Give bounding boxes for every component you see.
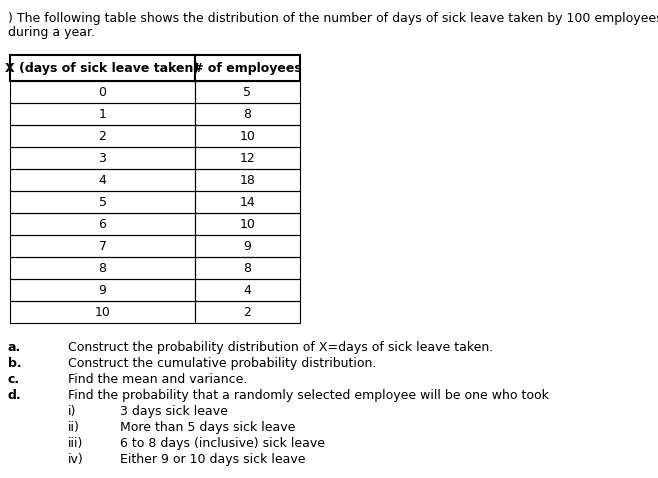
- Text: Either 9 or 10 days sick leave: Either 9 or 10 days sick leave: [120, 453, 305, 466]
- Text: 4: 4: [99, 174, 107, 186]
- Text: iii): iii): [68, 437, 84, 450]
- Text: Construct the probability distribution of X=days of sick leave taken.: Construct the probability distribution o…: [68, 341, 494, 354]
- Text: 10: 10: [95, 305, 111, 318]
- Text: 9: 9: [243, 239, 251, 252]
- Bar: [195, 191, 300, 213]
- Text: 2: 2: [243, 305, 251, 318]
- Text: 5: 5: [243, 86, 251, 98]
- Text: 3 days sick leave: 3 days sick leave: [120, 405, 228, 418]
- Bar: [195, 147, 300, 169]
- Text: 7: 7: [99, 239, 107, 252]
- Text: Find the probability that a randomly selected employee will be one who took: Find the probability that a randomly sel…: [68, 389, 549, 402]
- Text: i): i): [68, 405, 76, 418]
- Text: 14: 14: [240, 196, 255, 208]
- Text: d.: d.: [8, 389, 22, 402]
- Text: 5: 5: [99, 196, 107, 208]
- Text: 8: 8: [243, 108, 251, 120]
- Text: 8: 8: [243, 261, 251, 274]
- Text: b.: b.: [8, 357, 22, 370]
- Bar: [10, 191, 195, 213]
- Text: 10: 10: [240, 130, 255, 142]
- Bar: [10, 169, 195, 191]
- Text: 12: 12: [240, 152, 255, 164]
- Bar: [10, 257, 195, 279]
- Text: 8: 8: [99, 261, 107, 274]
- Text: 0: 0: [99, 86, 107, 98]
- Bar: [195, 235, 300, 257]
- Bar: [195, 213, 300, 235]
- Bar: [10, 279, 195, 301]
- Text: 18: 18: [240, 174, 255, 186]
- Bar: [195, 55, 300, 81]
- Bar: [10, 235, 195, 257]
- Text: More than 5 days sick leave: More than 5 days sick leave: [120, 421, 295, 434]
- Bar: [10, 55, 195, 81]
- Bar: [195, 125, 300, 147]
- Text: ) The following table shows the distribution of the number of days of sick leave: ) The following table shows the distribu…: [8, 12, 658, 25]
- Text: Find the mean and variance.: Find the mean and variance.: [68, 373, 247, 386]
- Text: iv): iv): [68, 453, 84, 466]
- Bar: [10, 81, 195, 103]
- Text: 2: 2: [99, 130, 107, 142]
- Bar: [10, 213, 195, 235]
- Text: during a year.: during a year.: [8, 26, 95, 39]
- Bar: [195, 279, 300, 301]
- Text: 4: 4: [243, 283, 251, 296]
- Text: ii): ii): [68, 421, 80, 434]
- Bar: [195, 103, 300, 125]
- Text: a.: a.: [8, 341, 21, 354]
- Text: 10: 10: [240, 217, 255, 230]
- Bar: [10, 301, 195, 323]
- Bar: [10, 147, 195, 169]
- Bar: [10, 125, 195, 147]
- Bar: [195, 301, 300, 323]
- Text: Construct the cumulative probability distribution.: Construct the cumulative probability dis…: [68, 357, 376, 370]
- Text: c.: c.: [8, 373, 20, 386]
- Bar: [195, 169, 300, 191]
- Text: 6 to 8 days (inclusive) sick leave: 6 to 8 days (inclusive) sick leave: [120, 437, 325, 450]
- Text: 1: 1: [99, 108, 107, 120]
- Text: 9: 9: [99, 283, 107, 296]
- Text: X (days of sick leave taken): X (days of sick leave taken): [5, 62, 199, 75]
- Text: 3: 3: [99, 152, 107, 164]
- Bar: [195, 257, 300, 279]
- Text: # of employees: # of employees: [193, 62, 302, 75]
- Bar: [195, 81, 300, 103]
- Bar: [10, 103, 195, 125]
- Text: 6: 6: [99, 217, 107, 230]
